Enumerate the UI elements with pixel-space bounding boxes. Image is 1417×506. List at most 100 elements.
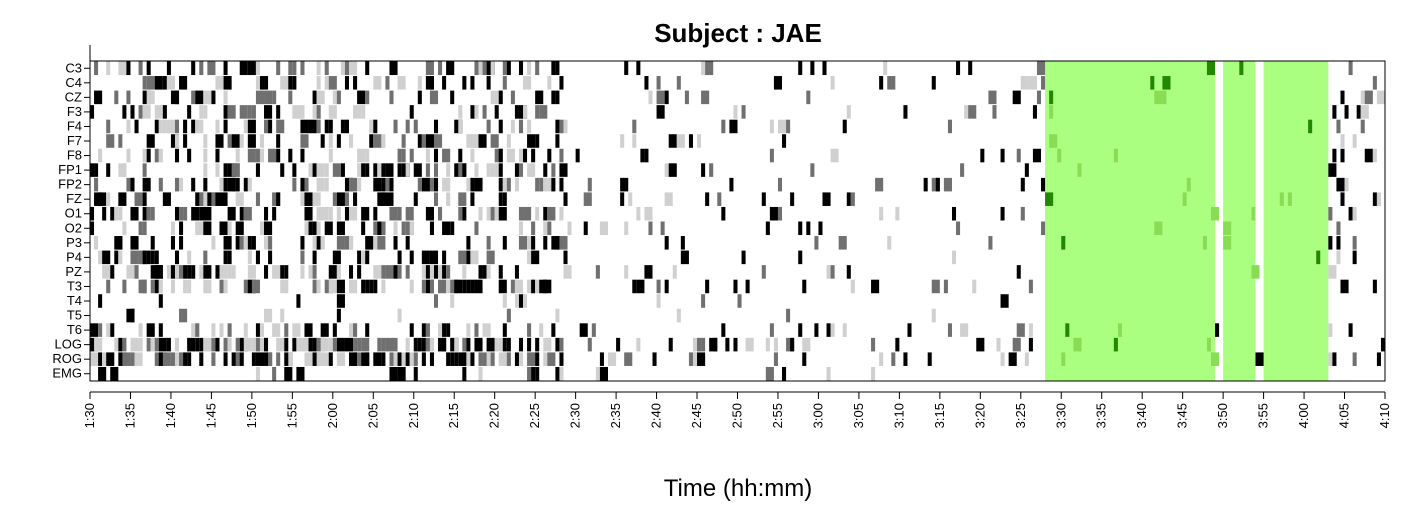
epoch-mark	[648, 90, 653, 105]
epoch-mark	[264, 90, 273, 105]
epoch-mark	[162, 76, 167, 90]
epoch-mark	[158, 265, 163, 279]
x-tick-label: 2:10	[406, 403, 421, 428]
epoch-mark	[563, 250, 568, 265]
epoch-mark	[304, 206, 313, 221]
epoch-mark	[433, 177, 439, 192]
epoch-mark	[624, 265, 629, 279]
epoch-mark	[150, 206, 155, 221]
epoch-mark	[506, 177, 511, 192]
epoch-mark	[510, 90, 515, 105]
epoch-mark	[458, 119, 463, 134]
epoch-mark	[199, 119, 204, 134]
epoch-mark	[332, 250, 341, 265]
epoch-mark	[664, 163, 669, 177]
epoch-mark	[652, 352, 657, 366]
epoch-mark	[138, 323, 143, 337]
epoch-mark	[102, 206, 107, 221]
epoch-mark	[385, 192, 394, 206]
epoch-mark	[478, 265, 483, 279]
epoch-mark	[219, 265, 228, 279]
epoch-mark	[474, 177, 483, 192]
epoch-mark	[154, 76, 163, 90]
epoch-mark	[239, 352, 244, 366]
epoch-mark	[502, 294, 507, 308]
epoch-mark	[183, 352, 188, 366]
epoch-mark	[636, 337, 641, 352]
epoch-mark	[361, 163, 366, 177]
epoch-mark	[1012, 90, 1021, 105]
epoch-mark	[118, 134, 123, 148]
epoch-mark	[146, 250, 151, 265]
epoch-mark	[349, 337, 354, 352]
epoch-mark	[251, 337, 256, 352]
epoch-mark	[466, 250, 471, 265]
epoch-mark	[474, 105, 479, 119]
epoch-mark	[170, 352, 175, 366]
epoch-mark	[320, 323, 329, 337]
epoch-mark	[170, 119, 175, 134]
epoch-mark	[336, 221, 345, 236]
epoch-mark	[539, 105, 548, 119]
epoch-mark	[397, 308, 402, 323]
epoch-mark	[393, 119, 398, 134]
epoch-mark	[328, 119, 333, 134]
epoch-mark	[215, 148, 220, 163]
epoch-mark	[110, 323, 115, 337]
epoch-mark	[559, 337, 564, 352]
epoch-mark	[518, 221, 524, 236]
epoch-mark	[1012, 337, 1021, 352]
epoch-mark	[988, 90, 997, 105]
epoch-mark	[130, 206, 139, 221]
epoch-mark	[486, 76, 491, 90]
epoch-mark	[162, 192, 171, 206]
epoch-mark	[284, 337, 289, 352]
y-tick-label: P4	[66, 249, 82, 264]
epoch-mark	[425, 206, 434, 221]
epoch-mark	[429, 279, 434, 294]
epoch-mark	[429, 337, 434, 352]
epoch-mark	[118, 192, 127, 206]
epoch-mark	[259, 148, 265, 163]
epoch-mark	[705, 61, 714, 76]
epoch-mark	[247, 148, 256, 163]
epoch-mark	[251, 105, 256, 119]
y-tick-label: ROG	[52, 351, 82, 366]
y-tick-label: C4	[65, 75, 82, 90]
epoch-mark	[490, 61, 495, 76]
epoch-mark	[701, 337, 706, 352]
epoch-mark	[656, 279, 661, 294]
epoch-mark	[373, 352, 382, 366]
epoch-mark	[219, 221, 228, 236]
epoch-mark	[377, 337, 382, 352]
x-tick-label: 4:00	[1296, 403, 1311, 428]
y-tick-label: PZ	[65, 264, 82, 279]
epoch-mark	[183, 279, 188, 294]
epoch-mark	[336, 279, 345, 294]
epoch-mark	[1316, 250, 1321, 265]
epoch-mark	[486, 352, 491, 366]
epoch-mark	[308, 119, 317, 134]
epoch-mark	[486, 265, 491, 279]
x-tick-label: 3:00	[810, 403, 825, 428]
epoch-mark	[777, 119, 787, 134]
epoch-mark	[535, 134, 540, 148]
epoch-mark	[1016, 265, 1021, 279]
epoch-mark	[312, 192, 321, 206]
epoch-mark	[1340, 90, 1345, 105]
epoch-mark	[510, 279, 515, 294]
x-tick-label: 2:50	[730, 403, 745, 428]
epoch-mark	[227, 105, 236, 119]
epoch-mark	[90, 105, 95, 119]
epoch-mark	[587, 177, 592, 192]
epoch-mark	[951, 206, 957, 221]
epoch-mark	[94, 61, 99, 76]
epoch-mark	[166, 119, 171, 134]
epoch-mark	[199, 352, 204, 366]
epoch-mark	[324, 119, 329, 134]
epoch-mark	[320, 236, 325, 250]
epoch-mark	[393, 236, 398, 250]
epoch-mark	[559, 352, 564, 366]
epoch-mark	[344, 119, 349, 134]
epoch-mark	[498, 119, 503, 134]
